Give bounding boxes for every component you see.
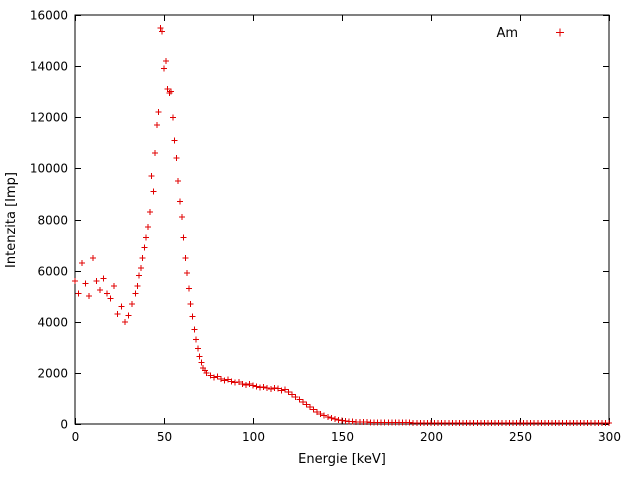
x-tick-label: 300	[598, 430, 621, 444]
x-tick-label: 150	[331, 430, 354, 444]
legend-plus-glyph	[556, 28, 564, 37]
x-tick-label: 200	[420, 430, 443, 444]
y-tick-label: 4000	[37, 316, 68, 330]
x-axis-label: Energie [keV]	[298, 452, 386, 467]
series-layer	[72, 24, 612, 427]
series-am-points	[72, 24, 612, 427]
x-tick-label: 100	[242, 430, 265, 444]
legend: Am	[496, 26, 564, 41]
plot-border	[74, 14, 610, 425]
y-tick-label: 10000	[30, 162, 68, 176]
y-axis-label: Intenzita [Imp]	[4, 172, 19, 268]
y-tick-label: 12000	[30, 111, 68, 125]
x-tick-label: 0	[72, 430, 80, 444]
legend-label: Am	[496, 26, 518, 41]
legend-plus-marker-icon	[556, 28, 564, 37]
y-tick-label: 6000	[37, 265, 68, 279]
y-tick-label: 14000	[30, 60, 68, 74]
y-tick-label: 0	[60, 418, 68, 432]
y-tick-label: 2000	[37, 367, 68, 381]
y-tick-label: 8000	[37, 214, 68, 228]
x-tick-label: 50	[157, 430, 172, 444]
y-tick-label: 16000	[30, 9, 68, 23]
axes-layer: 0 50 100 150 200 250 300 0 2000 4000 6000 8000 10000…	[30, 9, 621, 445]
x-tick-label: 250	[509, 430, 532, 444]
